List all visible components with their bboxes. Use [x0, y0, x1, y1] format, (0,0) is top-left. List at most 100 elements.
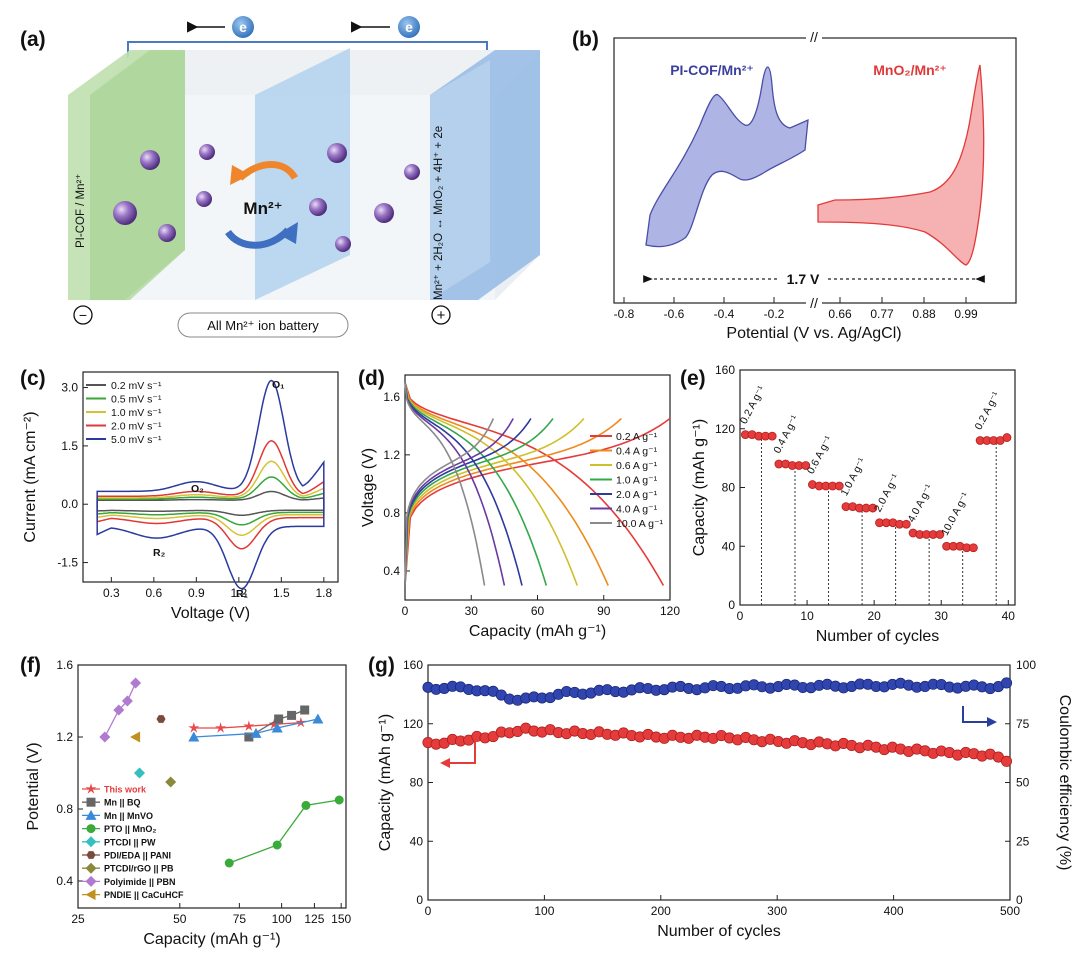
y-tick-label: 1.6: [383, 390, 400, 404]
mn-ion-icon: [327, 143, 347, 163]
x-tick-label: 0.6: [145, 586, 162, 600]
rate-label: 0.2 A g⁻¹: [738, 384, 768, 426]
legend-entry: 2.0 A g⁻¹: [616, 489, 658, 501]
x-axis-label: Voltage (V): [171, 605, 250, 622]
panel-b-xticks: -0.8 -0.6 -0.4 -0.2 0.66 0.77 0.88 0.99: [614, 297, 978, 321]
x-tick-label: 75: [233, 912, 247, 926]
data-point: [300, 705, 310, 715]
data-point: [268, 718, 280, 730]
legend-entry: PDI/EDA || PANI: [104, 851, 171, 861]
y2-tick-label: 0: [1016, 893, 1023, 907]
series-line: [228, 799, 340, 864]
x-tick-label: 200: [651, 904, 671, 918]
data-point: [165, 776, 177, 788]
y-tick-label: 80: [410, 776, 424, 790]
battery-caption: All Mn²⁺ ion battery: [207, 318, 319, 333]
electron-icon-2: [398, 16, 420, 38]
data-point: [130, 677, 142, 689]
x-tick-label: 400: [884, 904, 904, 918]
y2-axis-label: Coulombic efficiency (%): [1056, 695, 1073, 871]
x-tick-label: 20: [867, 609, 881, 623]
panel-a: (a) e e PI-COF / Mn²⁺ Mn²⁺ + 2H₂O ↔ MnO₂…: [20, 16, 540, 338]
positive-terminal-icon: [431, 305, 451, 325]
legend-entry: Mn || BQ: [104, 798, 141, 808]
x-tick-label: -0.6: [664, 307, 685, 321]
y-tick-label: 1.6: [56, 658, 73, 672]
panel-label: (f): [20, 654, 41, 677]
charge-curve: [404, 417, 622, 586]
negative-terminal-icon: [73, 305, 93, 325]
legend-entry: 2.0 mV s⁻¹: [111, 421, 162, 433]
data-point: [85, 809, 97, 820]
x-tick-label: 60: [531, 604, 545, 618]
panel-b: (b) // // PI-COF/Mn²⁺ MnO₂/Mn²⁺ 1.7 V -0…: [572, 28, 1017, 342]
negative-sign: −: [79, 307, 87, 323]
data-point: [99, 731, 111, 743]
cathode-plate-front: [430, 60, 490, 300]
data-point: [312, 713, 324, 724]
mn-ion-icon: [374, 203, 394, 223]
x-tick-label: 50: [173, 912, 187, 926]
ion-cluster: [113, 143, 420, 252]
data-point: [85, 889, 96, 901]
mno2-title: MnO₂/Mn²⁺: [873, 62, 946, 78]
data-point: [86, 824, 96, 834]
x-tick-label: -0.4: [714, 307, 735, 321]
mn-ion-icon: [335, 236, 351, 252]
y-tick-label: 1.5: [61, 439, 78, 453]
series-line: [193, 718, 319, 738]
panel-c: 0.3 0.6 0.9 1.2 1.5 1.8 -1.5 0.0 1.5 3.0 Voltage (…: [20, 367, 339, 622]
peak-label-o1: O₁: [272, 379, 285, 391]
capacity-point: [969, 543, 978, 553]
y-tick-label: 0.4: [383, 564, 400, 578]
discharge-arrowhead-icon: [230, 165, 250, 185]
data-point: [224, 858, 234, 868]
discharge-curve: [404, 382, 665, 586]
y-axis-label: Potential (V): [25, 742, 42, 830]
x-axis-label: Capacity (mAh g⁻¹): [143, 931, 280, 948]
y-tick-label: 3.0: [61, 381, 78, 395]
series-line: [104, 682, 137, 738]
y-tick-label: 0.8: [56, 802, 73, 816]
x-tick-label: 300: [767, 904, 787, 918]
charge-curve: [404, 418, 495, 586]
charge-curve: [404, 417, 585, 586]
x-tick-label: 0: [425, 904, 432, 918]
data-point: [271, 722, 283, 733]
panel-label: (d): [358, 367, 385, 390]
x-tick-label: 90: [597, 604, 611, 618]
data-point: [244, 732, 254, 742]
y-axis-label: Capacity (mAh g⁻¹): [377, 714, 394, 851]
panel-label: (c): [20, 367, 46, 390]
y-tick-label: 160: [403, 658, 423, 672]
discharge-curve: [404, 382, 609, 586]
data-point: [121, 695, 133, 707]
y-tick-label: 0: [728, 598, 735, 612]
data-point: [274, 714, 284, 724]
discharge-curve: [404, 382, 506, 586]
legend-entry: 0.5 mV s⁻¹: [111, 394, 162, 406]
panel-a-label: (a): [20, 28, 46, 51]
y-tick-label: -1.5: [57, 556, 78, 570]
legend-entry: 4.0 A g⁻¹: [616, 504, 658, 516]
x-axis-label: Number of cycles: [816, 628, 940, 645]
y-tick-label: 120: [403, 717, 423, 731]
plot-frame: [739, 369, 1016, 606]
data-point: [86, 851, 96, 859]
panel-b-label: (b): [572, 28, 599, 51]
mn-ion-icon: [158, 224, 176, 242]
voltage-gap-label: 1.7 V: [787, 271, 820, 287]
y2-tick-label: 75: [1016, 717, 1030, 731]
data-point: [250, 727, 262, 738]
x-tick-label: 125: [304, 912, 324, 926]
data-point: [85, 783, 97, 794]
y-axis-label: Current (mA cm⁻²): [22, 411, 39, 542]
rate-label: 4.0 A g⁻¹: [905, 482, 935, 524]
capacity-point: [901, 519, 911, 529]
x-tick-label: 0: [737, 609, 744, 623]
data-point: [272, 840, 282, 850]
x-tick-label: 25: [71, 912, 85, 926]
mno2-cv-loop: [817, 64, 985, 266]
data-point: [130, 731, 141, 743]
